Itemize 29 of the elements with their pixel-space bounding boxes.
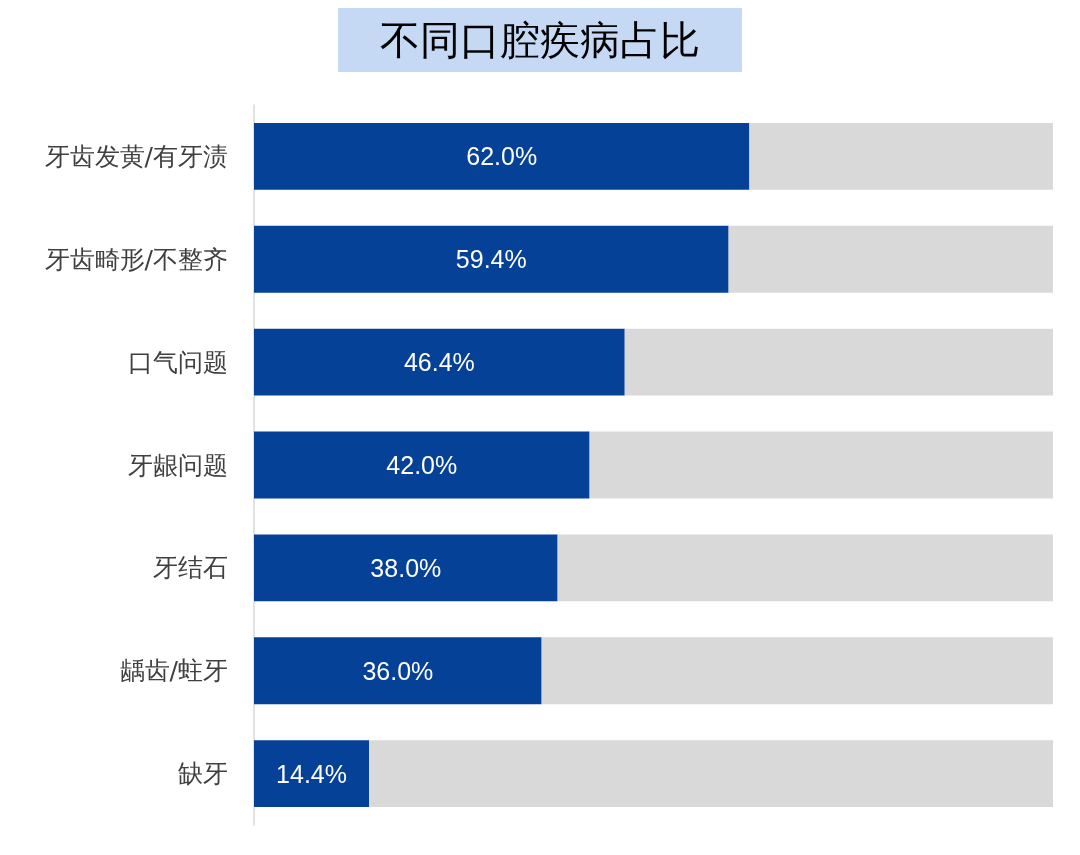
- bar: [589, 431, 1053, 499]
- bar: [254, 534, 558, 602]
- y-tick-label: 牙龈问题: [128, 450, 228, 480]
- chart-title: 不同口腔疾病占比: [380, 17, 700, 63]
- data-label: 59.4%: [455, 245, 527, 274]
- y-tick-label: 口气问题: [128, 347, 228, 377]
- data-label: 14.4%: [276, 759, 347, 788]
- data-label: 46.4%: [403, 348, 475, 377]
- bar: [624, 328, 1053, 396]
- bar: [254, 431, 590, 499]
- y-tick-label: 牙结石: [153, 553, 228, 583]
- bar: [369, 740, 1053, 807]
- bar: [254, 225, 729, 293]
- bar: [254, 328, 625, 396]
- bar: [749, 123, 1053, 190]
- data-label: 38.0%: [370, 553, 442, 582]
- bar: [728, 225, 1053, 293]
- data-label: 36.0%: [362, 656, 434, 685]
- y-tick-label: 龋齿/蛀牙: [119, 656, 228, 686]
- data-label: 42.0%: [386, 451, 458, 479]
- bar: [254, 740, 370, 807]
- bar: [541, 637, 1053, 705]
- y-tick-label: 牙齿畸形/不整齐: [44, 244, 228, 274]
- y-tick-label: 牙齿发黄/有牙渍: [44, 141, 228, 171]
- bar: [557, 534, 1053, 602]
- bar: [254, 637, 542, 705]
- data-label: 62.0%: [466, 142, 538, 171]
- bar: [254, 123, 750, 190]
- y-tick-label: 缺牙: [178, 759, 228, 789]
